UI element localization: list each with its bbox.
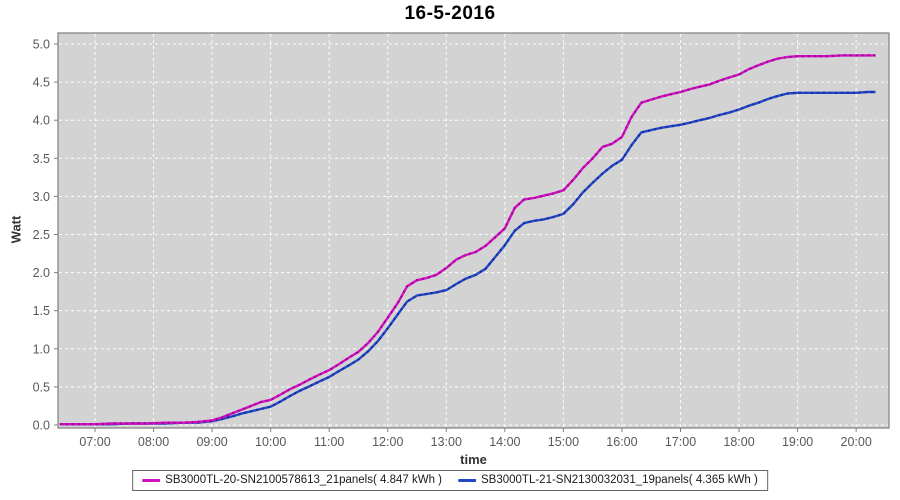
svg-text:2.5: 2.5 [33,228,50,242]
plot-area: 07:00 08:00 09:00 10:00 11:00 12:00 13:00 14:00… [33,32,890,449]
svg-text:17:00: 17:00 [665,435,696,449]
svg-text:4.0: 4.0 [33,114,50,128]
svg-text:07:00: 07:00 [79,435,110,449]
svg-text:12:00: 12:00 [372,435,403,449]
svg-text:1.0: 1.0 [33,342,50,356]
legend-item: SB3000TL-20-SN2100578613_21panels( 4.847… [142,474,442,486]
svg-text:5.0: 5.0 [33,38,50,52]
svg-text:3.5: 3.5 [33,152,50,166]
svg-text:2.0: 2.0 [33,266,50,280]
svg-text:4.5: 4.5 [33,76,50,90]
series-1-line-marker [458,478,476,482]
x-axis-label: time [460,452,487,467]
svg-text:18:00: 18:00 [723,435,754,449]
legend-item-label: SB3000TL-20-SN2100578613_21panels( 4.847… [165,474,442,486]
svg-text:1.5: 1.5 [33,304,50,318]
legend-item-label: SB3000TL-21-SN2130032031_19panels( 4.365… [481,474,758,486]
svg-text:10:00: 10:00 [255,435,286,449]
svg-text:16:00: 16:00 [606,435,637,449]
series-0-line-marker [142,478,161,482]
svg-text:3.0: 3.0 [33,190,50,204]
y-axis-label: Watt [8,215,24,244]
legend-item: SB3000TL-21-SN2130032031_19panels( 4.365… [458,474,758,486]
chart-title: 16-5-2016 [404,3,496,24]
legend: SB3000TL-20-SN2100578613_21panels( 4.847… [132,470,768,491]
svg-text:0.5: 0.5 [33,380,50,394]
svg-text:19:00: 19:00 [782,435,813,449]
svg-text:11:00: 11:00 [314,435,344,449]
svg-text:20:00: 20:00 [841,435,872,449]
svg-text:08:00: 08:00 [138,435,169,449]
svg-text:15:00: 15:00 [548,435,579,449]
svg-text:14:00: 14:00 [489,435,520,449]
svg-text:0.0: 0.0 [33,419,50,433]
svg-text:13:00: 13:00 [431,435,462,449]
svg-text:09:00: 09:00 [196,435,227,449]
